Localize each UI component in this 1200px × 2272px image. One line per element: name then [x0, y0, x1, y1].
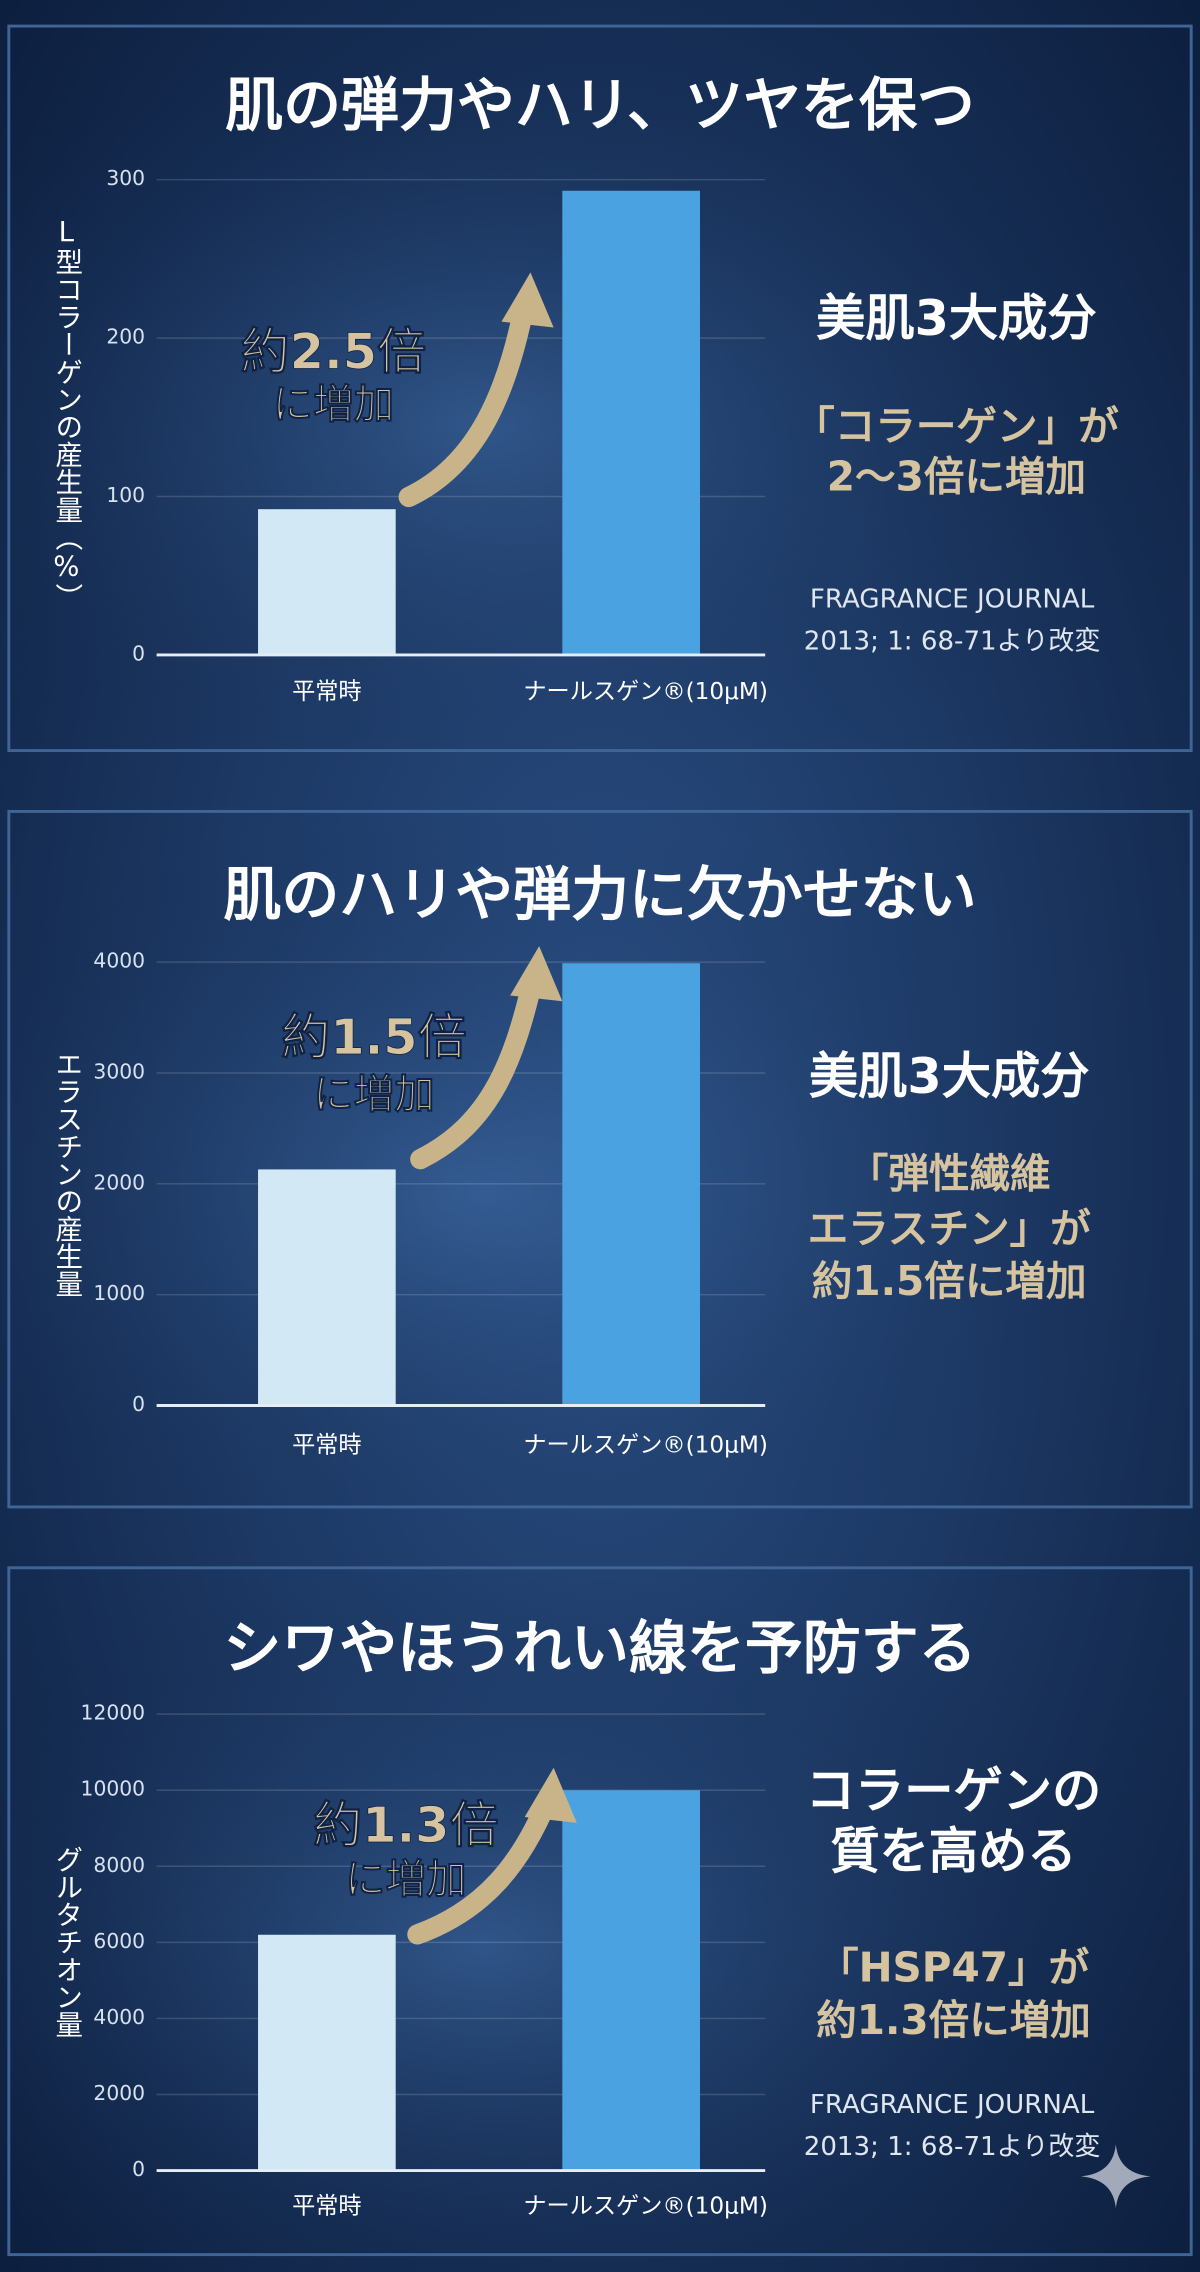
side-text: 約1.3倍に増加: [816, 1996, 1091, 2044]
x-tick-label: 平常時: [292, 1432, 362, 1459]
y-axis-label: L型コラーゲンの産生量（%）: [50, 216, 83, 610]
y-tick-label: 8000: [93, 1853, 145, 1877]
y-axis-label: エラスチンの産生量: [50, 1050, 83, 1298]
y-tick-label: 0: [132, 2157, 145, 2181]
source-note: FRAGRANCE JOURNAL: [810, 2090, 1095, 2120]
bar: [258, 1169, 396, 1406]
y-tick-label: 0: [132, 641, 145, 665]
bar: [562, 190, 700, 655]
bar: [562, 963, 700, 1406]
callout-text: に増加: [273, 380, 395, 428]
y-tick-label: 200: [106, 325, 145, 349]
side-heading: コラーゲンの: [806, 1761, 1101, 1819]
x-tick-label: ナールスゲン®(10μM): [523, 2192, 768, 2219]
bar: [258, 509, 396, 655]
bar: [562, 1790, 700, 2171]
growth-arrow: [407, 1789, 558, 1945]
y-tick-label: 1000: [93, 1281, 145, 1305]
bar: [258, 1934, 396, 2171]
x-tick-label: ナールスゲン®(10μM): [523, 678, 768, 705]
callout-text: に増加: [313, 1070, 435, 1118]
side-text: 2〜3倍に増加: [827, 453, 1086, 501]
growth-arrow: [398, 294, 535, 508]
y-tick-label: 0: [132, 1392, 145, 1416]
side-heading: 美肌3大成分: [809, 1047, 1090, 1105]
side-text: 約1.5倍に増加: [812, 1257, 1087, 1305]
side-text: 「弾性繊維: [848, 1150, 1051, 1198]
arrow-head: [524, 1767, 577, 1823]
sparkle-icon: [1081, 2144, 1151, 2209]
source-note: FRAGRANCE JOURNAL: [810, 584, 1095, 614]
chart-title: シワやほうれい線を予防する: [223, 1614, 976, 1682]
y-tick-label: 6000: [93, 1929, 145, 1953]
arrow-head: [510, 946, 563, 1002]
side-text: 「HSP47」が: [818, 1944, 1089, 1992]
x-tick-label: 平常時: [292, 2192, 362, 2219]
y-axis-label: グルタチオン量: [50, 1845, 82, 2038]
y-tick-label: 300: [106, 166, 145, 190]
source-note: 2013; 1: 68-71より改変: [804, 2132, 1101, 2162]
y-tick-label: 2000: [93, 1170, 145, 1194]
side-heading: 美肌3大成分: [816, 289, 1097, 347]
side-text: 「コラーゲン」が: [794, 402, 1119, 450]
callout-text: 約1.3倍: [313, 1796, 499, 1854]
y-tick-label: 4000: [93, 2005, 145, 2029]
side-heading: 質を高める: [830, 1822, 1076, 1880]
y-tick-label: 3000: [93, 1059, 145, 1083]
callout-text: 約1.5倍: [281, 1008, 467, 1066]
chart-title: 肌のハリや弾力に欠かせない: [223, 860, 976, 928]
chart-title: 肌の弾力やハリ、ツヤを保つ: [225, 71, 975, 139]
arrow-head: [501, 272, 554, 328]
x-tick-label: ナールスゲン®(10μM): [523, 1432, 768, 1459]
y-tick-label: 2000: [93, 2081, 145, 2105]
callout-text: に増加: [345, 1855, 467, 1903]
y-tick-label: 12000: [81, 1701, 145, 1725]
side-text: エラスチン」が: [808, 1205, 1092, 1253]
y-tick-label: 10000: [81, 1777, 145, 1801]
x-tick-label: 平常時: [292, 678, 362, 705]
y-tick-label: 100: [106, 483, 145, 507]
source-note: 2013; 1: 68-71より改変: [804, 626, 1101, 656]
y-tick-label: 4000: [93, 949, 145, 973]
growth-arrow: [410, 967, 544, 1170]
callout-text: 約2.5倍: [241, 323, 427, 381]
